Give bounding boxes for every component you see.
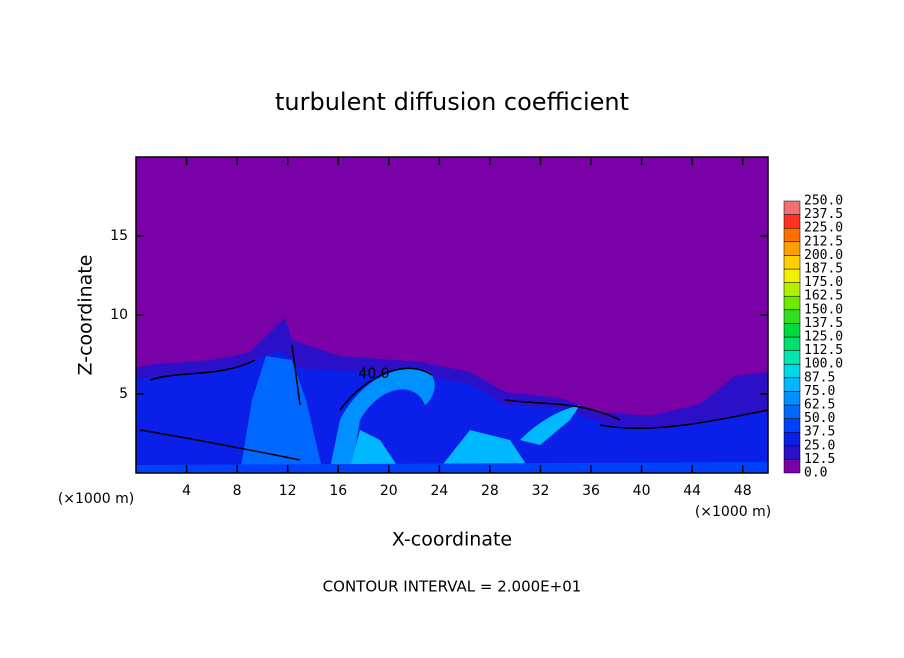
y-tick-label: 15 [110,228,128,244]
colorbar-label: 237.5 [804,207,843,222]
colorbar-swatch [783,241,801,256]
colorbar-swatch [783,255,801,270]
colorbar-swatch [783,336,801,351]
field [135,156,769,474]
colorbar-label: 12.5 [804,452,835,467]
colorbar-swatch [783,404,801,419]
field-region [240,356,322,473]
x-tick-label: 40 [633,483,651,499]
colorbar-label: 50.0 [804,411,835,426]
colorbar-label: 200.0 [804,248,843,263]
x-tick-label: 36 [582,483,600,499]
colorbar-swatch [783,323,801,338]
x-tick-label: 44 [683,483,701,499]
x-axis-label: X-coordinate [392,529,512,551]
colorbar-swatch [783,268,801,283]
y-axis-label: Z-coordinate [75,255,97,376]
y-unit-label: (×1000 m) [58,491,134,507]
x-tick-label: 8 [233,483,242,499]
chart-title: turbulent diffusion coefficient [275,88,629,116]
x-tick-label: 28 [481,483,499,499]
colorbar-label: 25.0 [804,438,835,453]
contour-line [139,344,769,461]
colorbar-swatch [783,295,801,311]
colorbar-label: 137.5 [804,316,843,331]
colorbar-swatch [783,445,801,460]
colorbar-swatch [783,377,801,392]
colorbar-label: 162.5 [804,289,843,304]
colorbar-swatch [783,227,801,243]
colorbar-label: 125.0 [804,330,843,345]
colorbar-swatch [783,431,801,447]
contour-label: 40.0 [358,366,389,382]
colorbar-swatch [783,282,801,297]
colorbar-label: 150.0 [804,302,843,317]
colorbar-label: 250.0 [804,194,843,209]
colorbar-label: 212.5 [804,234,843,249]
colorbar-label: 0.0 [804,466,827,481]
colorbar-label: 225.0 [804,221,843,236]
colorbar-label: 62.5 [804,398,835,413]
colorbar-swatch [783,309,801,324]
colorbar-swatch [783,214,801,229]
x-tick-label: 4 [182,483,191,499]
x-tick-label: 24 [430,483,448,499]
field-region [330,368,435,468]
colorbar-label: 100.0 [804,357,843,372]
colorbar-swatch [783,200,801,215]
x-tick-label: 12 [279,483,297,499]
field-region [350,405,580,470]
colorbar-swatch [783,418,801,433]
y-tick-label: 10 [110,307,128,323]
colorbar-label: 112.5 [804,343,843,358]
colorbar-swatch [783,459,801,474]
x-tick-label: 32 [532,483,550,499]
x-unit-label: (×1000 m) [695,504,771,520]
x-tick-label: 16 [329,483,347,499]
annotation: CONTOUR INTERVAL = 2.000E+01 [323,578,582,596]
field-region [136,462,768,473]
colorbar-label: 175.0 [804,275,843,290]
colorbar-label: 37.5 [804,425,835,440]
colorbar-swatch [783,363,801,379]
colorbar-label: 187.5 [804,262,843,277]
colorbar-label: 75.0 [804,384,835,399]
x-tick-label: 48 [734,483,752,499]
x-tick-label: 20 [380,483,398,499]
y-tick-label: 5 [119,386,128,402]
colorbar-label: 87.5 [804,370,835,385]
colorbar-swatch [783,391,801,406]
colorbar-swatch [783,350,801,365]
